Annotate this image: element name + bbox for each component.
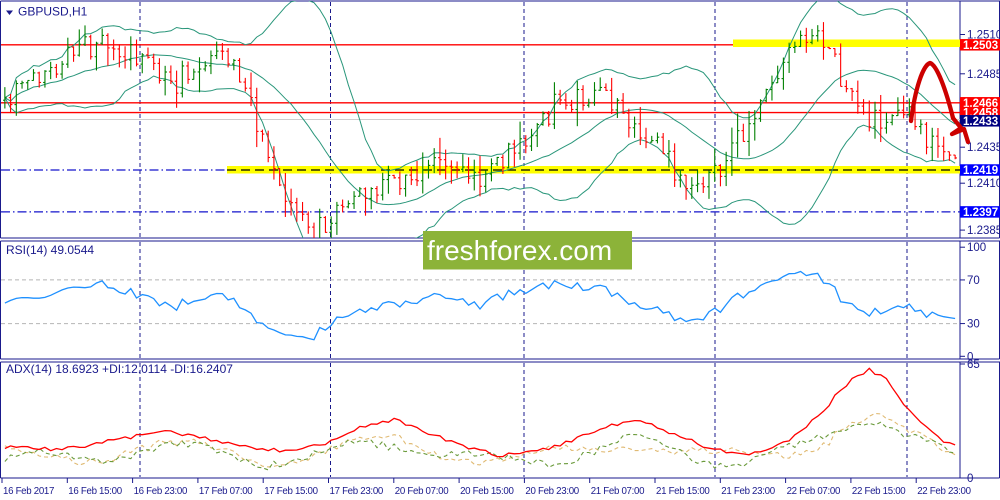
svg-text:20 Feb 15:00: 20 Feb 15:00 (460, 486, 514, 497)
svg-text:1.2433: 1.2433 (963, 116, 998, 128)
svg-text:17 Feb 15:00: 17 Feb 15:00 (264, 486, 318, 497)
svg-text:20 Feb 23:00: 20 Feb 23:00 (525, 486, 579, 497)
svg-text:17 Feb 07:00: 17 Feb 07:00 (199, 486, 253, 497)
svg-text:20 Feb 07:00: 20 Feb 07:00 (395, 486, 449, 497)
svg-text:22 Feb 07:00: 22 Feb 07:00 (787, 486, 841, 497)
svg-text:16 Feb 15:00: 16 Feb 15:00 (68, 486, 122, 497)
svg-text:1.2503: 1.2503 (963, 40, 998, 52)
svg-text:22 Feb 15:00: 22 Feb 15:00 (852, 486, 906, 497)
svg-text:21 Feb 07:00: 21 Feb 07:00 (591, 486, 645, 497)
svg-text:16 Feb 2017: 16 Feb 2017 (3, 486, 54, 497)
svg-text:0: 0 (967, 473, 973, 485)
svg-text:17 Feb 23:00: 17 Feb 23:00 (330, 486, 384, 497)
svg-text:16 Feb 23:00: 16 Feb 23:00 (134, 486, 188, 497)
svg-text:1.2410: 1.2410 (967, 178, 1000, 190)
svg-text:freshforex.com: freshforex.com (427, 235, 612, 266)
svg-text:1.2397: 1.2397 (963, 207, 998, 219)
svg-text:1.2435: 1.2435 (967, 142, 1000, 154)
svg-text:21 Feb 23:00: 21 Feb 23:00 (721, 486, 775, 497)
svg-text:1.2385: 1.2385 (967, 225, 1000, 237)
svg-text:1.2419: 1.2419 (963, 165, 998, 177)
svg-text:ADX(14) 18.6923 +DI:12.0114: ADX(14) 18.6923 +DI:12.0114 -DI:16.2407 (6, 362, 233, 376)
svg-text:21 Feb 15:00: 21 Feb 15:00 (656, 486, 710, 497)
svg-text:RSI(14) 49.0544: RSI(14) 49.0544 (6, 243, 94, 257)
svg-text:65: 65 (967, 359, 980, 371)
svg-text:30: 30 (967, 319, 980, 331)
svg-text:70: 70 (967, 275, 980, 287)
svg-text:22 Feb 23:00: 22 Feb 23:00 (917, 486, 971, 497)
svg-text:100: 100 (967, 242, 986, 254)
svg-text:1.2485: 1.2485 (967, 69, 1000, 81)
svg-text:GBPUSD,H1: GBPUSD,H1 (18, 5, 88, 19)
